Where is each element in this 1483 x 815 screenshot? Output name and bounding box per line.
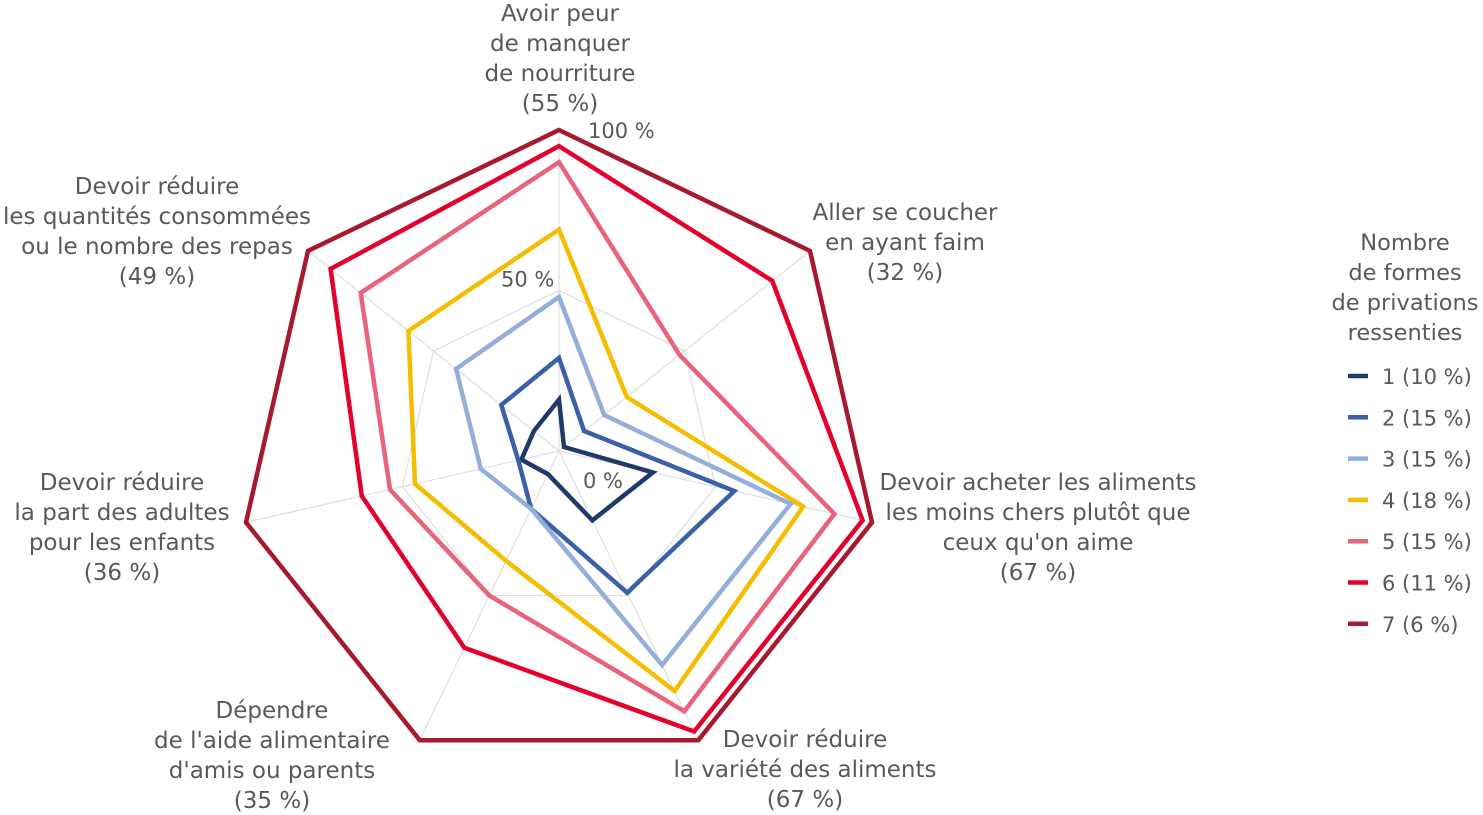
series-line-7 xyxy=(243,127,875,743)
category-label-line: Dépendre xyxy=(216,698,329,724)
axis-tick-label: 0 % xyxy=(583,469,623,493)
axis-spoke xyxy=(245,450,560,523)
legend-item-2: 2 (15 %) xyxy=(1348,406,1472,430)
category-label-line: Devoir réduire xyxy=(75,174,239,200)
series-line-5 xyxy=(358,158,838,715)
series-line-4 xyxy=(406,226,807,695)
category-share: (67 %) xyxy=(1000,560,1076,586)
category-label-line: Devoir réduire xyxy=(723,727,887,753)
category-label-line: les moins chers plutôt que xyxy=(885,500,1190,526)
category-label-3: Devoir acheter les aliments les moins che… xyxy=(880,470,1197,586)
legend-title-line: ressenties xyxy=(1348,320,1463,346)
legend-item-5: 5 (15 %) xyxy=(1348,530,1472,554)
category-label-line: ceux qu'on aime xyxy=(943,530,1134,556)
axis-tick-labels: 0 % 50 % 100 % xyxy=(501,119,655,493)
legend-item-7: 7 (6 %) xyxy=(1348,613,1458,637)
category-share: (32 %) xyxy=(867,260,943,286)
category-share: (49 %) xyxy=(119,264,195,290)
category-label-line: de nourriture xyxy=(485,61,636,87)
legend-label: 3 (15 %) xyxy=(1382,448,1472,472)
series-line-2 xyxy=(498,354,739,596)
legend-label: 1 (10 %) xyxy=(1382,365,1472,389)
grid-ring xyxy=(401,289,717,597)
category-label-line: la variété des aliments xyxy=(673,757,936,783)
category-label-7: Devoir réduire les quantités consommées ou… xyxy=(3,174,311,290)
category-share: (55 %) xyxy=(522,91,598,117)
legend-title-line: de privations xyxy=(1332,290,1479,316)
category-label-1: Avoir peur de manquer de nourriture (55 %) xyxy=(485,1,636,117)
legend-label: 4 (18 %) xyxy=(1382,489,1472,513)
category-share: (67 %) xyxy=(767,787,843,813)
legend: Nombre de formes de privations ressenties 1 … xyxy=(1332,230,1479,637)
category-label-2: Aller se coucher en ayant faim (32 %) xyxy=(813,200,999,286)
category-label-line: Devoir acheter les aliments xyxy=(880,470,1197,496)
category-label-line: la part des adultes xyxy=(14,500,229,526)
legend-title-line: Nombre xyxy=(1360,230,1449,256)
legend-item-1: 1 (10 %) xyxy=(1348,365,1472,389)
axis-tick-label: 50 % xyxy=(501,268,554,292)
axis-tick-label: 100 % xyxy=(588,119,655,143)
category-label-6: Devoir réduire la part des adultes pour le… xyxy=(14,470,229,586)
category-label-line: de manquer xyxy=(490,31,630,57)
legend-item-4: 4 (18 %) xyxy=(1348,489,1472,513)
category-label-line: ou le nombre des repas xyxy=(21,234,293,260)
legend-item-3: 3 (15 %) xyxy=(1348,448,1472,472)
legend-label: 5 (15 %) xyxy=(1382,530,1472,554)
legend-label: 7 (6 %) xyxy=(1382,613,1458,637)
legend-label: 2 (15 %) xyxy=(1382,406,1472,430)
axis-spoke xyxy=(558,250,811,452)
axis-spoke xyxy=(558,450,873,523)
axis-spoke xyxy=(307,250,560,452)
series-line-6 xyxy=(328,143,866,735)
category-label-line: Avoir peur xyxy=(501,1,620,27)
category-label-5: Dépendre de l'aide alimentaire d'amis ou p… xyxy=(154,698,390,814)
category-label-line: Devoir réduire xyxy=(40,470,204,496)
category-share: (36 %) xyxy=(84,560,160,586)
series-line-3 xyxy=(453,293,795,669)
series-lines xyxy=(243,127,875,743)
category-label-line: Aller se coucher xyxy=(813,200,999,226)
series-line-1 xyxy=(518,393,658,524)
category-label-line: d'amis ou parents xyxy=(169,758,375,784)
legend-label: 6 (11 %) xyxy=(1382,572,1472,596)
category-label-4: Devoir réduire la variété des aliments (67… xyxy=(673,727,936,813)
category-label-line: de l'aide alimentaire xyxy=(154,728,390,754)
category-label-line: les quantités consommées xyxy=(3,204,311,230)
category-label-line: en ayant faim xyxy=(825,230,985,256)
legend-title-line: de formes xyxy=(1348,260,1461,286)
category-label-line: pour les enfants xyxy=(29,530,215,556)
category-labels: Avoir peur de manquer de nourriture (55 %)A… xyxy=(3,1,1196,814)
category-share: (35 %) xyxy=(234,788,310,814)
legend-title: Nombre de formes de privations ressenties xyxy=(1332,230,1479,346)
radar-grid xyxy=(245,129,873,741)
legend-item-6: 6 (11 %) xyxy=(1348,572,1472,596)
